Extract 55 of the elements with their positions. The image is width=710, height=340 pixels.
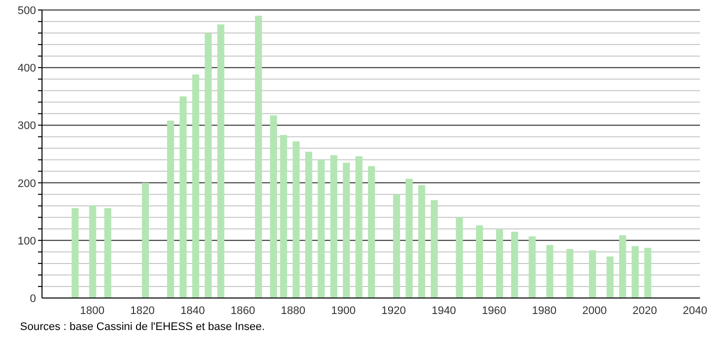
bar bbox=[644, 248, 652, 298]
x-tick-label: 2040 bbox=[682, 304, 708, 317]
x-tick-label: 2000 bbox=[582, 304, 607, 317]
bar bbox=[72, 208, 79, 298]
source-note: Sources : base Cassini de l'EHESS et base Insee. bbox=[20, 321, 265, 333]
bar bbox=[180, 96, 187, 298]
bar bbox=[318, 160, 325, 298]
x-tick-label: 1800 bbox=[80, 304, 104, 317]
x-tick-label: 1900 bbox=[331, 304, 356, 317]
bar bbox=[280, 134, 288, 298]
bar bbox=[588, 250, 596, 298]
x-tick-label: 1960 bbox=[482, 304, 506, 317]
bar bbox=[528, 236, 536, 298]
x-tick-label: 1980 bbox=[532, 304, 557, 317]
bar bbox=[406, 178, 413, 298]
bar bbox=[456, 217, 463, 298]
bar bbox=[368, 166, 375, 298]
bar bbox=[270, 115, 278, 298]
y-tick-label: 300 bbox=[18, 120, 36, 132]
x-tick-label: 1840 bbox=[180, 304, 205, 317]
x-tick-label: 1940 bbox=[432, 304, 456, 317]
x-tick-label: 2020 bbox=[632, 304, 657, 317]
y-tick-label: 100 bbox=[18, 235, 36, 248]
x-tick-label: 1820 bbox=[130, 304, 155, 317]
bar bbox=[192, 74, 200, 298]
bar bbox=[330, 155, 338, 298]
bar bbox=[476, 225, 483, 298]
y-tick-label: 400 bbox=[18, 62, 36, 75]
bar bbox=[619, 235, 626, 298]
bar bbox=[217, 24, 224, 298]
bar bbox=[204, 33, 212, 298]
x-tick-label: 1880 bbox=[280, 304, 306, 317]
bar bbox=[355, 156, 362, 298]
bar bbox=[430, 200, 438, 298]
y-tick-label: 0 bbox=[30, 293, 36, 305]
bar bbox=[566, 249, 574, 298]
bar bbox=[496, 229, 504, 298]
bar bbox=[142, 182, 149, 298]
bar bbox=[104, 208, 112, 298]
bar bbox=[342, 162, 350, 298]
bar bbox=[632, 246, 639, 298]
x-tick-label: 1920 bbox=[381, 304, 406, 317]
y-tick-label: 500 bbox=[18, 5, 36, 17]
bar bbox=[393, 194, 400, 298]
bar bbox=[418, 185, 426, 298]
y-tick-label: 200 bbox=[18, 178, 36, 190]
bar bbox=[254, 16, 262, 298]
bar bbox=[89, 205, 96, 298]
bar bbox=[546, 245, 554, 298]
bar bbox=[167, 120, 174, 298]
x-tick-label: 1860 bbox=[230, 304, 256, 317]
bar bbox=[606, 256, 614, 298]
bar bbox=[292, 141, 300, 298]
bar bbox=[511, 232, 518, 298]
bar bbox=[305, 152, 312, 298]
